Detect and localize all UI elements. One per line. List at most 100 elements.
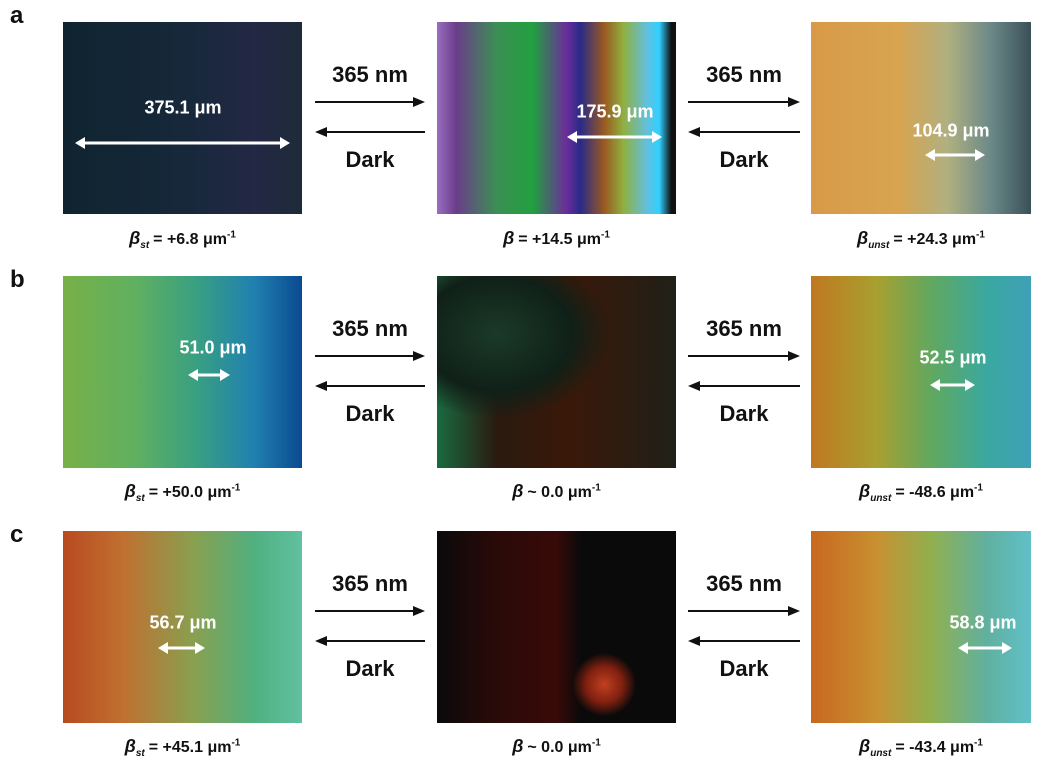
reaction-arrows	[315, 601, 425, 651]
measure-label: 175.9 μm	[576, 102, 653, 123]
beta-symbol: β	[859, 481, 870, 501]
row-label: a	[10, 2, 23, 30]
beta-value: ~ 0.0 μm	[527, 739, 592, 756]
measure-label: 375.1 μm	[144, 98, 221, 119]
measure-label: 52.5 μm	[919, 348, 986, 369]
arrow	[652, 131, 662, 143]
caption: β~ 0.0 μm-1	[512, 736, 601, 757]
caption: β~ 0.0 μm-1	[512, 481, 601, 502]
beta-superscript: -1	[976, 230, 985, 241]
arrow	[158, 642, 168, 654]
micrograph: 175.9 μm	[437, 22, 676, 214]
arrow	[188, 369, 198, 381]
reaction-arrows	[688, 601, 800, 651]
beta-symbol: β	[857, 228, 868, 248]
figure: (() => { const data = JSON.parse(documen…	[0, 0, 1043, 762]
beta-value: = +50.0 μm	[149, 484, 232, 501]
caption: βunst= -48.6 μm-1	[859, 481, 983, 504]
beta-value: = +45.1 μm	[149, 739, 232, 756]
caption: β= +14.5 μm-1	[503, 228, 610, 249]
measure-label: 51.0 μm	[179, 338, 246, 359]
reaction-arrows	[315, 92, 425, 142]
light-label: 365 nm	[706, 571, 782, 597]
arrow	[315, 381, 327, 391]
arrow	[315, 127, 327, 137]
arrow	[688, 127, 700, 137]
caption: βst = +45.1 μm-1	[125, 736, 241, 759]
light-label: 365 nm	[332, 62, 408, 88]
dark-label: Dark	[346, 656, 395, 682]
beta-superscript: -1	[231, 483, 240, 494]
beta-subscript: st	[140, 240, 149, 251]
measure-label: 58.8 μm	[949, 613, 1016, 634]
arrow	[413, 606, 425, 616]
caption: βunst = +24.3 μm-1	[857, 228, 985, 251]
scale-arrow	[811, 22, 1031, 214]
arrow	[220, 369, 230, 381]
beta-value: ~ 0.0 μm	[527, 484, 592, 501]
caption: βst = +6.8 μm-1	[129, 228, 236, 251]
light-label: 365 nm	[332, 571, 408, 597]
light-label: 365 nm	[706, 62, 782, 88]
reaction-arrows	[315, 346, 425, 396]
dark-label: Dark	[720, 656, 769, 682]
beta-subscript: st	[136, 493, 145, 504]
dark-label: Dark	[720, 401, 769, 427]
micrograph: 58.8 μm	[811, 531, 1031, 723]
caption: βunst= -43.4 μm-1	[859, 736, 983, 759]
scale-arrow	[63, 276, 302, 468]
light-label: 365 nm	[706, 316, 782, 342]
beta-value: = +24.3 μm	[893, 231, 976, 248]
row-label: b	[10, 266, 25, 294]
beta-superscript: -1	[592, 483, 601, 494]
beta-superscript: -1	[601, 230, 610, 241]
beta-subscript: unst	[870, 493, 891, 504]
reaction-arrows	[688, 346, 800, 396]
beta-symbol: β	[503, 228, 514, 248]
scale-arrow	[811, 276, 1031, 468]
beta-value: = +14.5 μm	[518, 231, 601, 248]
arrow	[688, 636, 700, 646]
arrow	[195, 642, 205, 654]
dark-label: Dark	[346, 401, 395, 427]
arrow	[958, 642, 968, 654]
beta-symbol: β	[512, 736, 523, 756]
arrow	[75, 137, 85, 149]
arrow	[280, 137, 290, 149]
beta-symbol: β	[512, 481, 523, 501]
arrow	[965, 379, 975, 391]
arrow	[788, 351, 800, 361]
arrow	[930, 379, 940, 391]
beta-subscript: unst	[870, 748, 891, 759]
measure-label: 104.9 μm	[912, 121, 989, 142]
dark-label: Dark	[720, 147, 769, 173]
arrow	[688, 381, 700, 391]
micrograph: 56.7 μm	[63, 531, 302, 723]
micrograph: 104.9 μm	[811, 22, 1031, 214]
arrow	[413, 97, 425, 107]
beta-symbol: β	[125, 736, 136, 756]
micrograph: 52.5 μm	[811, 276, 1031, 468]
beta-superscript: -1	[227, 230, 236, 241]
arrow	[1002, 642, 1012, 654]
arrow	[315, 636, 327, 646]
micrograph	[437, 531, 676, 723]
beta-superscript: -1	[974, 483, 983, 494]
beta-subscript: st	[136, 748, 145, 759]
beta-superscript: -1	[974, 738, 983, 749]
arrow	[975, 149, 985, 161]
arrow	[788, 606, 800, 616]
reaction-arrows	[688, 92, 800, 142]
beta-value: = -43.4 μm	[895, 739, 974, 756]
dark-label: Dark	[346, 147, 395, 173]
beta-superscript: -1	[231, 738, 240, 749]
caption: βst= +50.0 μm-1	[125, 481, 241, 504]
measure-label: 56.7 μm	[149, 613, 216, 634]
beta-subscript: unst	[868, 240, 889, 251]
beta-symbol: β	[129, 228, 140, 248]
arrow	[413, 351, 425, 361]
micrograph	[437, 276, 676, 468]
row-label: c	[10, 521, 23, 549]
beta-value: = +6.8 μm	[153, 231, 227, 248]
arrow	[925, 149, 935, 161]
